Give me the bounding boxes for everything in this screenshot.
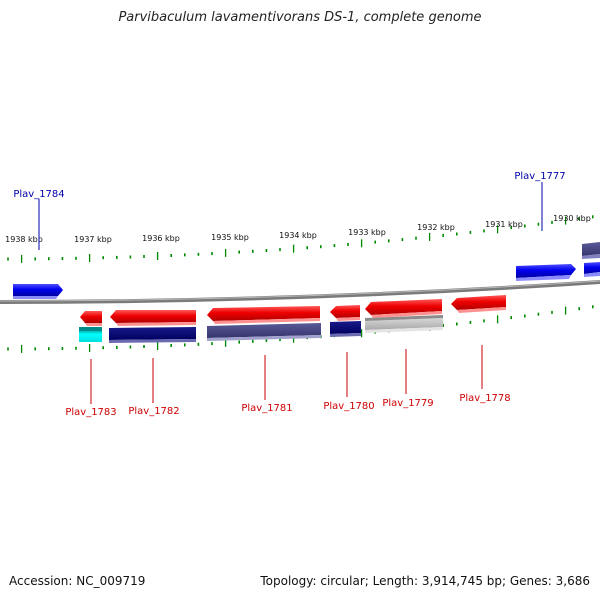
gene-right-edge-blue[interactable] (584, 262, 600, 277)
scale-label: 1934 kbp (279, 231, 317, 240)
gene-plav-1778[interactable] (451, 295, 506, 313)
gene-plav-1784[interactable] (13, 284, 63, 299)
feature-block-navy[interactable] (109, 327, 196, 343)
gene-label-plav-1780: Plav_1780 (323, 401, 374, 412)
gene-plav-1783[interactable] (80, 311, 102, 326)
genome-backbone (0, 280, 600, 304)
feature-block-navy-small[interactable] (330, 321, 361, 337)
feature-block-grey[interactable] (365, 315, 443, 333)
gene-label-plav-1779: Plav_1779 (382, 398, 433, 409)
gene-label-plav-1782: Plav_1782 (128, 406, 179, 417)
accession-text: Accession: NC_009719 (9, 574, 146, 588)
gene-label-plav-1783: Plav_1783 (65, 407, 116, 418)
gene-plav-1777[interactable] (516, 264, 576, 281)
scale-label: 1936 kbp (142, 234, 180, 243)
gene-label-plav-1777: Plav_1777 (514, 171, 565, 182)
gene-plav-1780[interactable] (330, 305, 360, 321)
genome-backbone-highlight (0, 280, 600, 302)
scale-label: 1938 kbp (5, 235, 43, 244)
genome-summary-text: Topology: circular; Length: 3,914,745 bp… (260, 574, 590, 588)
scale-label: 1937 kbp (74, 235, 112, 244)
upper-tick-row (7, 215, 594, 263)
scale-label: 1931 kbp (485, 220, 523, 229)
gene-label-plav-1781: Plav_1781 (241, 403, 292, 414)
scale-label: 1932 kbp (417, 223, 455, 232)
scale-label: 1930 kbp (553, 214, 591, 223)
genome-title: Parvibaculum lavamentivorans DS-1, compl… (118, 10, 482, 25)
scale-label: 1933 kbp (348, 228, 386, 237)
feature-block-cyan[interactable] (79, 327, 102, 342)
feature-block-slate[interactable] (207, 323, 321, 341)
gene-plav-1781[interactable] (207, 306, 320, 324)
gene-plav-1782[interactable] (110, 310, 196, 326)
gene-right-edge-slate[interactable] (582, 242, 600, 259)
gene-label-plav-1778: Plav_1778 (459, 393, 510, 404)
gene-plav-1779[interactable] (365, 299, 442, 318)
gene-label-plav-1784: Plav_1784 (13, 189, 64, 200)
scale-label: 1935 kbp (211, 233, 249, 242)
